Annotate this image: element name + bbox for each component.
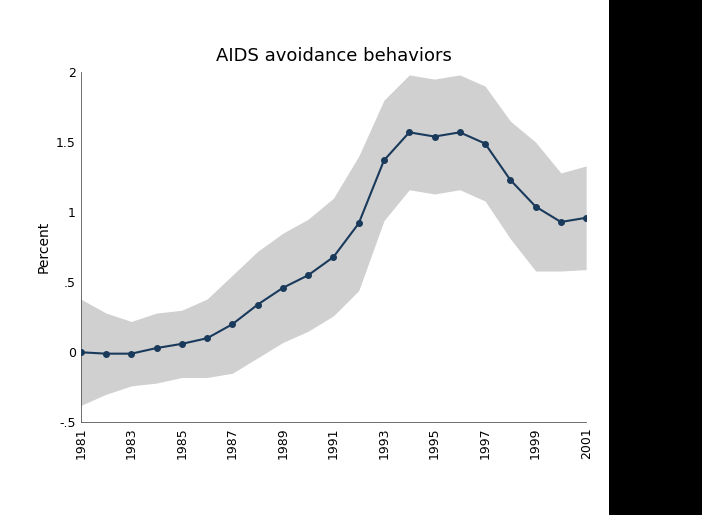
Y-axis label: Percent: Percent [37,221,51,273]
Title: AIDS avoidance behaviors: AIDS avoidance behaviors [216,47,451,65]
